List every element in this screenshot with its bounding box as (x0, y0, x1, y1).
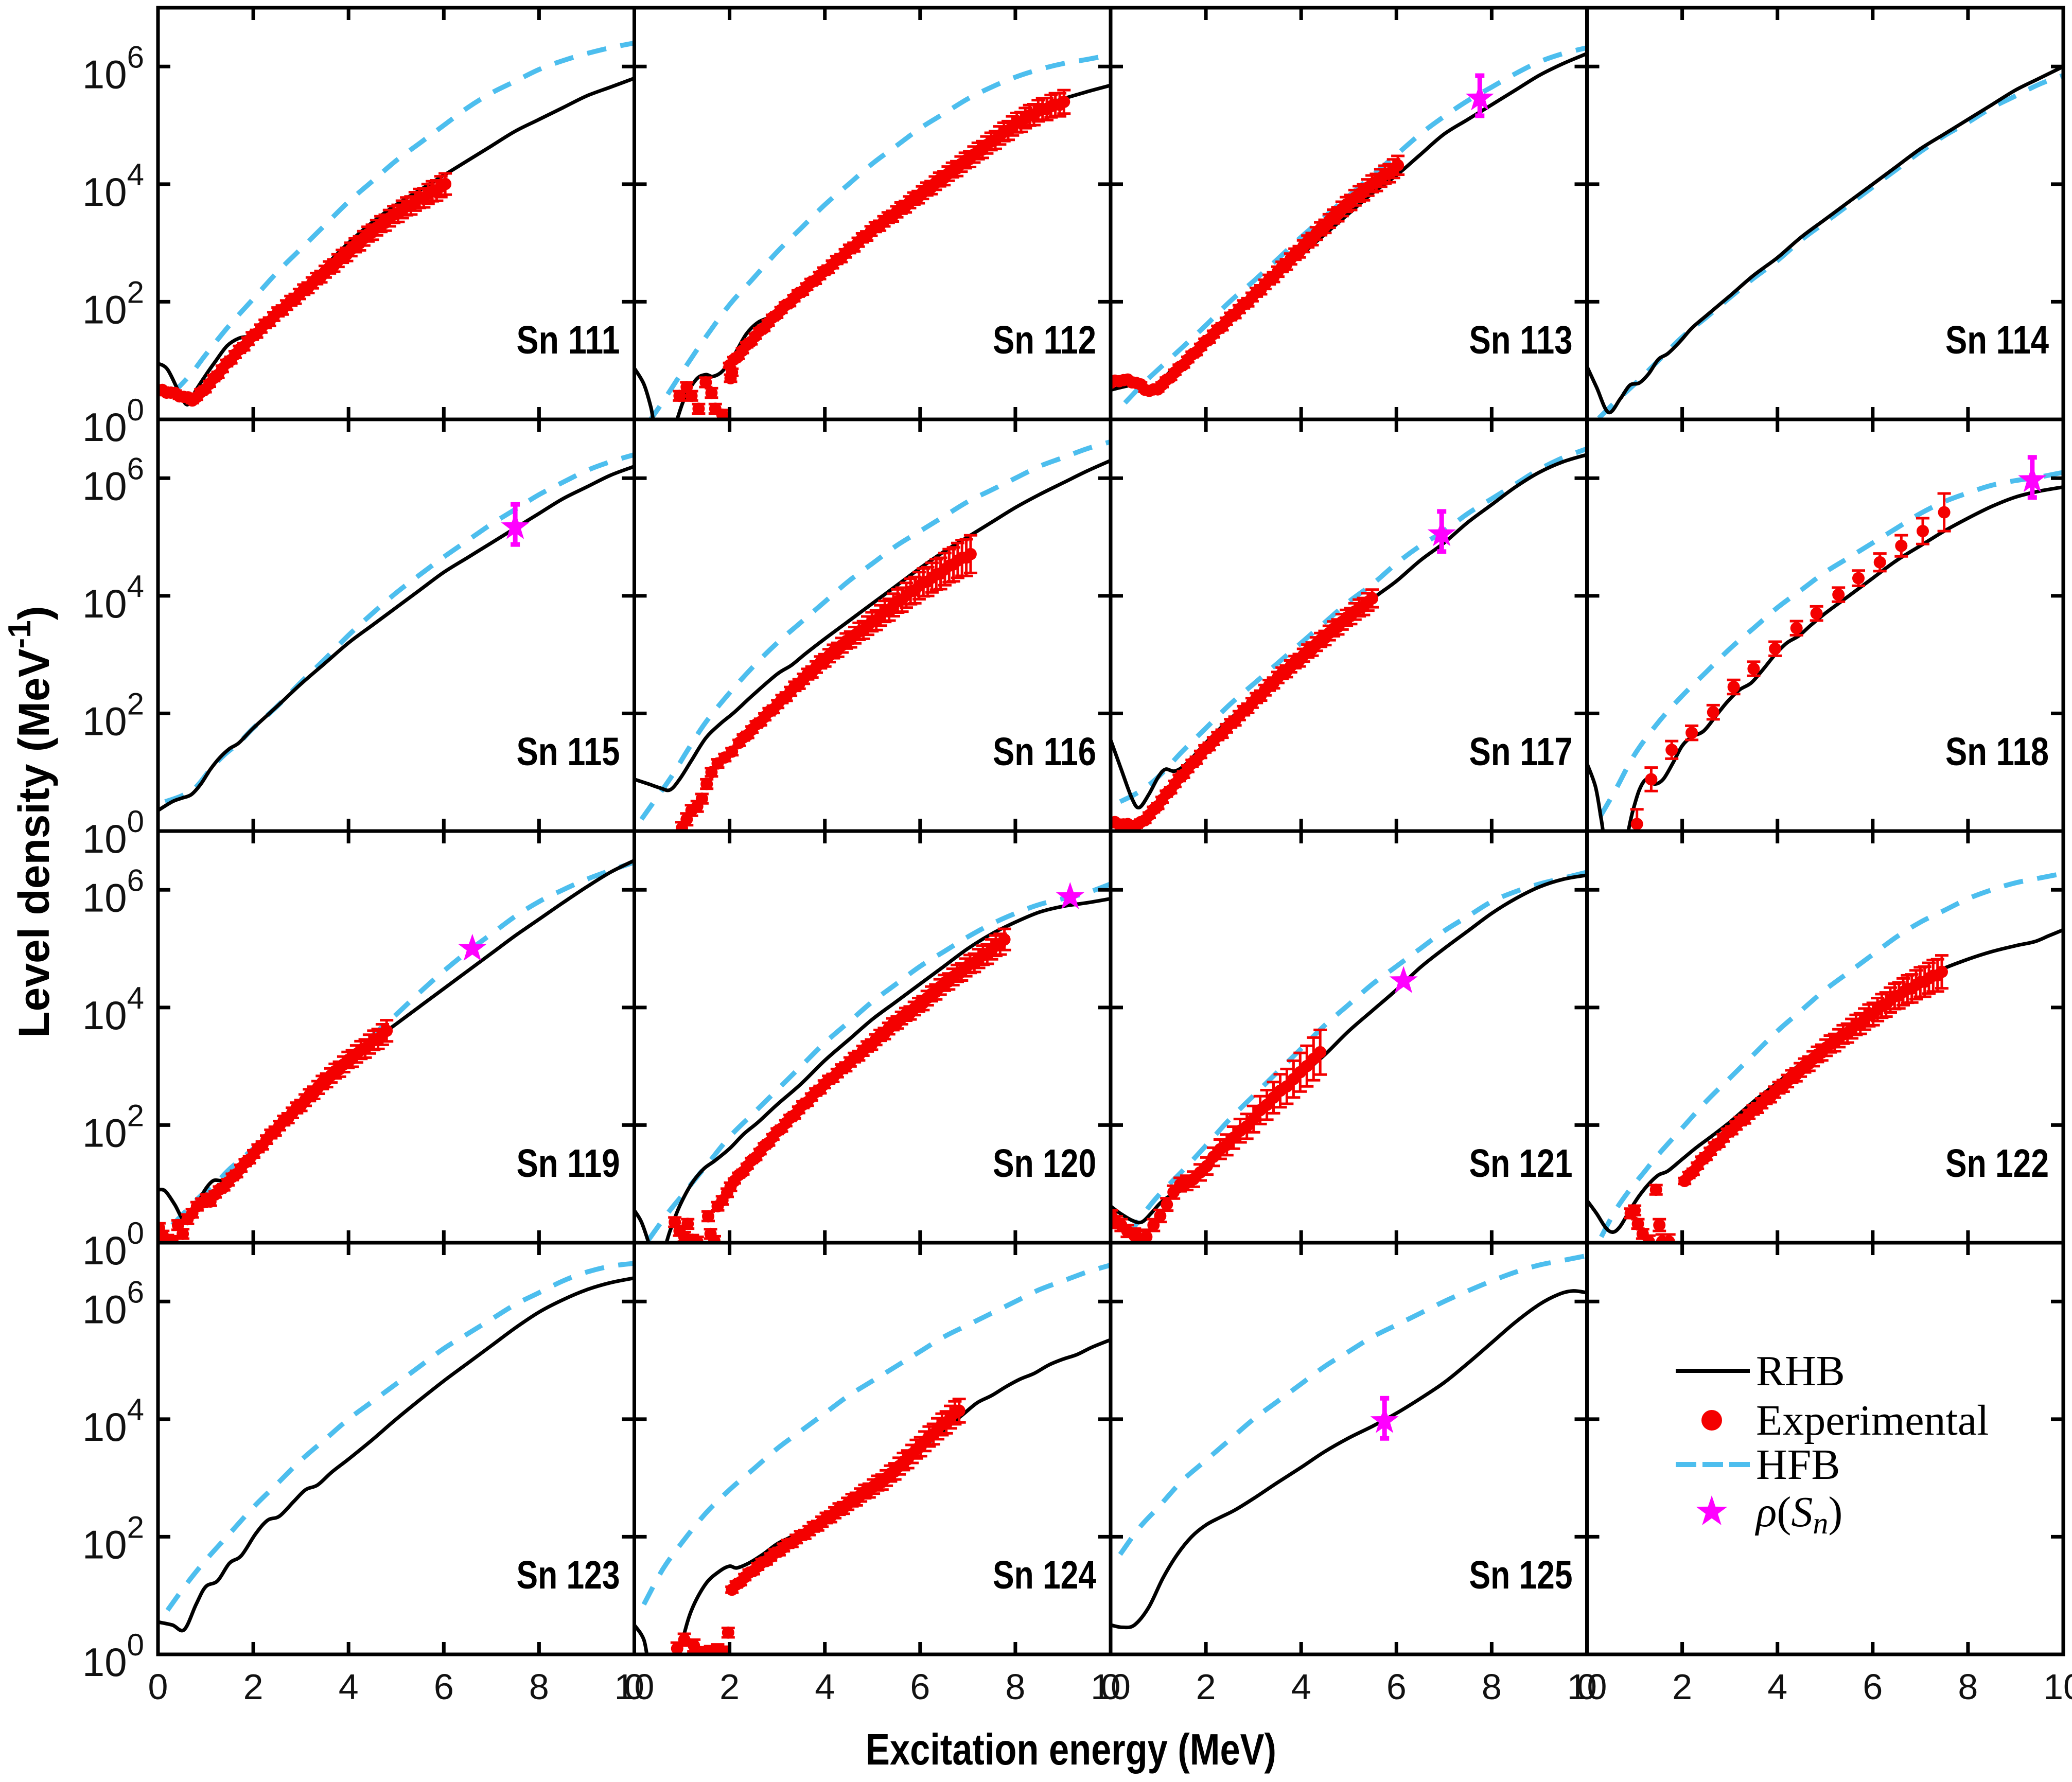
svg-text:Sn 120: Sn 120 (993, 1141, 1096, 1186)
svg-text:8: 8 (1958, 1667, 1978, 1707)
svg-text:Sn 115: Sn 115 (517, 730, 620, 774)
svg-text:0: 0 (1577, 1667, 1597, 1707)
svg-text:HFB: HFB (1756, 1441, 1840, 1489)
svg-text:Sn 118: Sn 118 (1945, 730, 2049, 774)
svg-text:Sn 124: Sn 124 (993, 1553, 1096, 1597)
svg-text:6: 6 (1863, 1667, 1883, 1707)
svg-text:Sn 117: Sn 117 (1469, 730, 1573, 774)
svg-text:RHB: RHB (1756, 1347, 1845, 1395)
svg-text:10: 10 (2043, 1667, 2072, 1707)
svg-text:4: 4 (339, 1667, 359, 1707)
svg-text:Sn 114: Sn 114 (1945, 318, 2049, 362)
svg-text:2: 2 (719, 1667, 740, 1707)
svg-text:10: 10 (1567, 1667, 1607, 1707)
svg-text:ρ(Sn): ρ(Sn) (1754, 1488, 1842, 1540)
svg-text:Excitation energy (MeV): Excitation energy (MeV) (866, 1725, 1276, 1774)
svg-text:2: 2 (1196, 1667, 1216, 1707)
svg-text:2: 2 (243, 1667, 264, 1707)
svg-text:Sn 112: Sn 112 (993, 318, 1096, 362)
svg-text:Level density (MeV-1): Level density (MeV-1) (2, 606, 58, 1037)
svg-text:8: 8 (1005, 1667, 1025, 1707)
svg-text:Sn 121: Sn 121 (1469, 1141, 1573, 1186)
svg-text:8: 8 (529, 1667, 549, 1707)
svg-text:4: 4 (815, 1667, 835, 1707)
svg-text:6: 6 (434, 1667, 454, 1707)
svg-text:0: 0 (624, 1667, 644, 1707)
svg-text:Sn 111: Sn 111 (517, 318, 620, 362)
svg-text:10: 10 (1091, 1667, 1131, 1707)
svg-text:Sn 119: Sn 119 (517, 1141, 620, 1186)
svg-text:4: 4 (1291, 1667, 1311, 1707)
svg-text:0: 0 (148, 1667, 168, 1707)
svg-text:8: 8 (1482, 1667, 1502, 1707)
svg-text:4: 4 (1767, 1667, 1787, 1707)
svg-text:Sn 116: Sn 116 (993, 730, 1096, 774)
svg-text:Sn 125: Sn 125 (1469, 1553, 1573, 1597)
svg-text:Experimental: Experimental (1756, 1397, 1989, 1444)
svg-text:6: 6 (1386, 1667, 1407, 1707)
svg-text:2: 2 (1672, 1667, 1692, 1707)
svg-text:Sn 122: Sn 122 (1945, 1141, 2049, 1186)
svg-text:0: 0 (1101, 1667, 1121, 1707)
svg-text:10: 10 (614, 1667, 655, 1707)
svg-text:6: 6 (910, 1667, 930, 1707)
svg-text:Sn 123: Sn 123 (517, 1553, 620, 1597)
svg-text:Sn 113: Sn 113 (1469, 318, 1573, 362)
